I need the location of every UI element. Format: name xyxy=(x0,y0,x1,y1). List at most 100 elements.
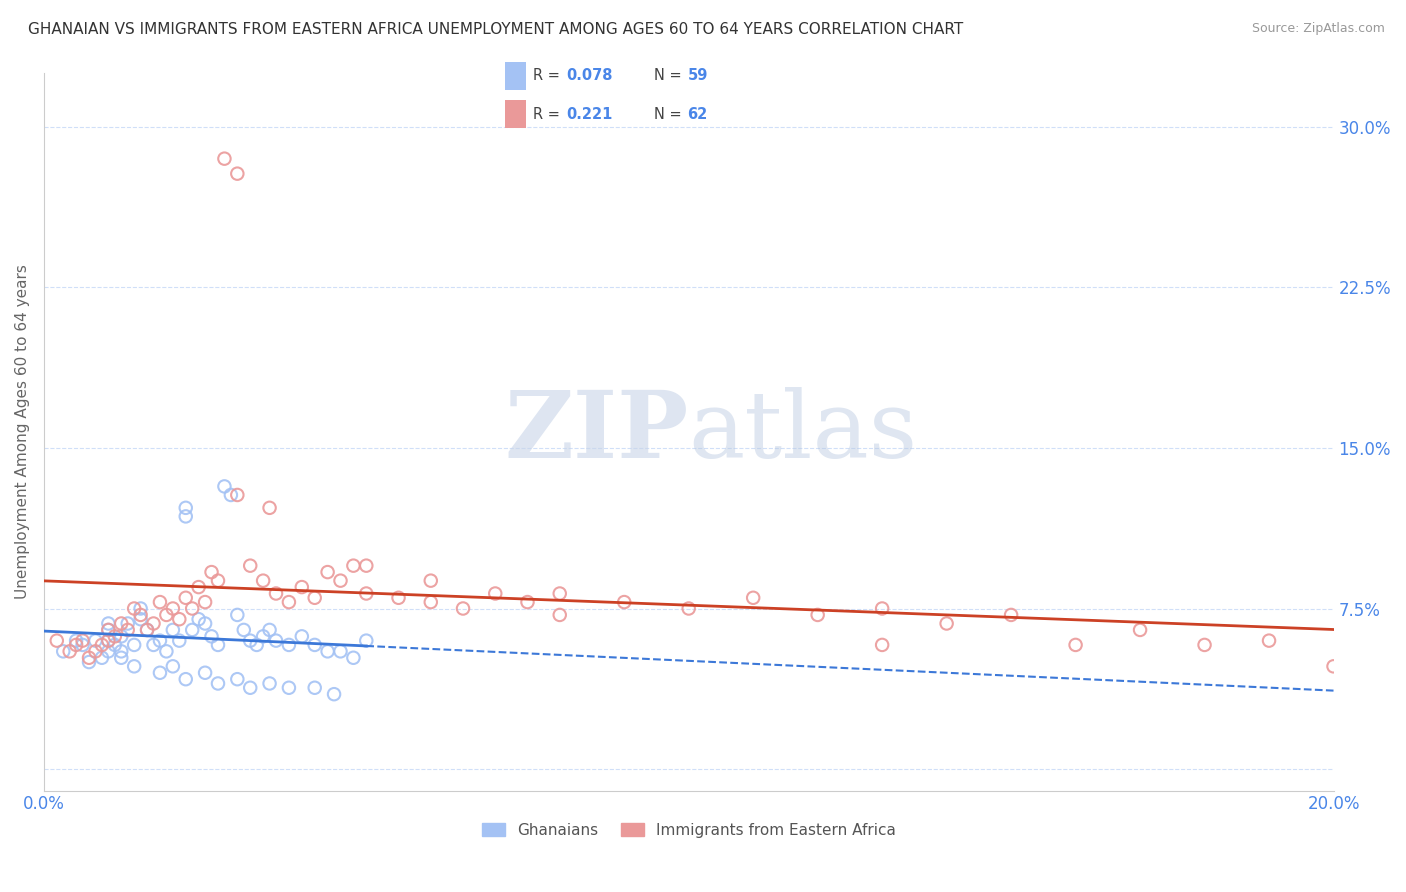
Point xyxy=(226,167,249,181)
Point xyxy=(129,612,152,626)
Point xyxy=(162,601,184,615)
Point xyxy=(548,586,571,600)
Text: R =: R = xyxy=(533,107,564,121)
Text: 0.221: 0.221 xyxy=(567,107,613,121)
Point xyxy=(304,591,326,605)
Text: R =: R = xyxy=(533,69,564,84)
Point xyxy=(104,638,127,652)
Point xyxy=(207,638,229,652)
Point xyxy=(935,616,957,631)
Point xyxy=(1129,623,1152,637)
Point xyxy=(252,574,274,588)
Point xyxy=(342,558,364,573)
Point xyxy=(117,616,139,631)
Point xyxy=(72,633,94,648)
Point xyxy=(329,644,352,658)
Point xyxy=(807,607,830,622)
Point xyxy=(742,591,765,605)
Point xyxy=(90,638,112,652)
Point xyxy=(259,623,281,637)
Point xyxy=(356,633,378,648)
Point xyxy=(97,644,120,658)
Point xyxy=(181,623,204,637)
Point xyxy=(207,676,229,690)
Point xyxy=(162,623,184,637)
Text: ZIP: ZIP xyxy=(505,387,689,477)
Point xyxy=(59,644,82,658)
Point xyxy=(239,633,262,648)
Point xyxy=(316,565,339,579)
Point xyxy=(1064,638,1087,652)
Point xyxy=(72,638,94,652)
Point xyxy=(613,595,636,609)
Point xyxy=(516,595,538,609)
Point xyxy=(117,623,139,637)
Point xyxy=(870,601,893,615)
Text: atlas: atlas xyxy=(689,387,918,477)
Point xyxy=(162,659,184,673)
Point xyxy=(110,650,132,665)
Point xyxy=(181,601,204,615)
Point xyxy=(169,612,191,626)
Point xyxy=(484,586,506,600)
Point xyxy=(226,488,249,502)
Point xyxy=(187,612,209,626)
Point xyxy=(387,591,409,605)
Point xyxy=(136,623,159,637)
Bar xyxy=(505,100,526,128)
Point xyxy=(239,558,262,573)
Text: N =: N = xyxy=(654,69,686,84)
Point xyxy=(155,607,177,622)
Point xyxy=(239,681,262,695)
Point xyxy=(214,479,236,493)
Point xyxy=(304,638,326,652)
Point xyxy=(194,595,217,609)
Point xyxy=(451,601,474,615)
Point xyxy=(110,644,132,658)
Point xyxy=(194,616,217,631)
Point xyxy=(252,629,274,643)
Point xyxy=(110,629,132,643)
Point xyxy=(97,623,120,637)
Point xyxy=(291,629,314,643)
Point xyxy=(264,633,287,648)
Point xyxy=(122,638,145,652)
Point xyxy=(1258,633,1281,648)
Text: Source: ZipAtlas.com: Source: ZipAtlas.com xyxy=(1251,22,1385,36)
Point xyxy=(1000,607,1022,622)
Point xyxy=(304,681,326,695)
Point xyxy=(90,650,112,665)
Point xyxy=(277,638,299,652)
Point xyxy=(277,681,299,695)
Point xyxy=(277,595,299,609)
Point xyxy=(419,574,441,588)
Point xyxy=(259,676,281,690)
Text: 62: 62 xyxy=(688,107,707,121)
Text: 59: 59 xyxy=(688,69,707,84)
Point xyxy=(1322,659,1344,673)
Point xyxy=(356,586,378,600)
Point xyxy=(226,607,249,622)
Point xyxy=(187,580,209,594)
Point xyxy=(678,601,700,615)
Point xyxy=(45,633,67,648)
Point xyxy=(264,586,287,600)
Point xyxy=(77,650,100,665)
Point xyxy=(97,633,120,648)
Point xyxy=(97,633,120,648)
Point xyxy=(52,644,75,658)
Y-axis label: Unemployment Among Ages 60 to 64 years: Unemployment Among Ages 60 to 64 years xyxy=(15,264,30,599)
Point xyxy=(129,607,152,622)
Point xyxy=(149,595,172,609)
Point xyxy=(129,601,152,615)
Point xyxy=(870,638,893,652)
Point xyxy=(291,580,314,594)
Point xyxy=(214,152,236,166)
Text: 0.078: 0.078 xyxy=(567,69,613,84)
Point xyxy=(207,574,229,588)
Point xyxy=(122,601,145,615)
Point xyxy=(169,633,191,648)
Point xyxy=(104,629,127,643)
Point xyxy=(419,595,441,609)
Point xyxy=(174,591,197,605)
